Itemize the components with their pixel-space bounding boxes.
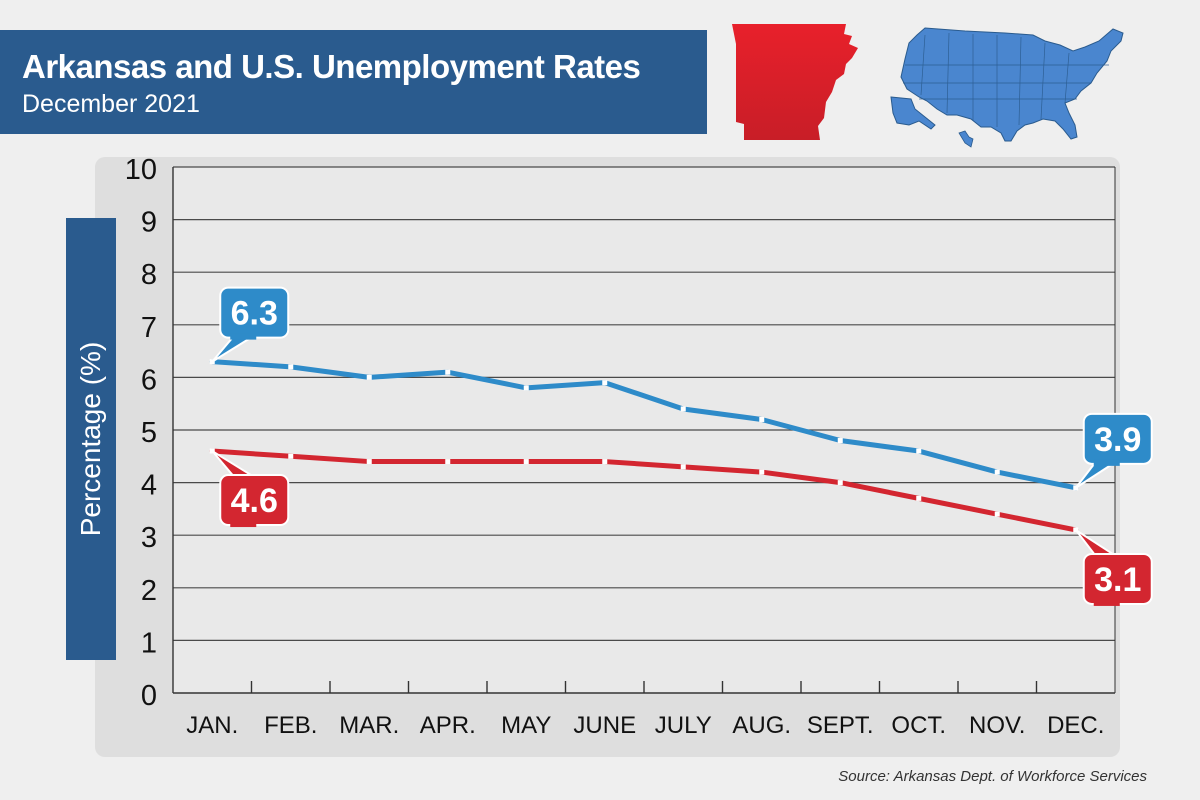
x-tick-label-3: APR. (420, 712, 476, 739)
data-point-us-9 (916, 448, 922, 454)
data-point-arkansas-6 (680, 464, 686, 470)
callout-joint-us (1093, 459, 1120, 466)
source-note: Source: Arkansas Dept. of Workforce Serv… (838, 768, 1147, 785)
y-tick-label-4: 4 (141, 470, 157, 502)
x-tick-label-7: AUG. (732, 712, 791, 739)
callout-joint-arkansas (1093, 599, 1120, 606)
x-tick-label-5: JUNE (573, 712, 636, 739)
y-tick-label-1: 1 (141, 627, 157, 659)
y-tick-label-10: 10 (125, 154, 157, 186)
x-tick-label-4: MAY (501, 712, 551, 739)
chart-subtitle: December 2021 (22, 90, 200, 118)
y-tick-label-0: 0 (141, 680, 157, 712)
y-tick-label-9: 9 (141, 207, 157, 239)
data-point-arkansas-7 (759, 469, 765, 475)
x-tick-label-2: MAR. (339, 712, 399, 739)
data-label-arkansas-11: 3.1 (1094, 561, 1141, 599)
data-label-us-11: 3.9 (1094, 421, 1141, 459)
arkansas-map-icon (732, 24, 858, 140)
data-point-arkansas-5 (602, 459, 608, 465)
y-tick-label-6: 6 (141, 364, 157, 396)
data-point-arkansas-10 (994, 511, 1000, 517)
data-point-arkansas-2 (366, 459, 372, 465)
title-banner (0, 30, 707, 134)
data-point-us-7 (759, 416, 765, 422)
callout-joint-us (230, 333, 257, 340)
data-point-us-8 (837, 438, 843, 444)
series-line-arkansas (209, 448, 1079, 533)
y-tick-label-5: 5 (141, 417, 157, 449)
y-tick-label-3: 3 (141, 522, 157, 554)
y-tick-label-2: 2 (141, 575, 157, 607)
data-point-arkansas-9 (916, 495, 922, 501)
x-tick-label-11: DEC. (1047, 712, 1104, 739)
data-point-us-3 (445, 369, 451, 375)
x-tick-label-9: OCT. (891, 712, 946, 739)
data-point-us-10 (994, 469, 1000, 475)
chart-title: Arkansas and U.S. Unemployment Rates (22, 48, 641, 85)
x-tick-label-1: FEB. (264, 712, 317, 739)
data-label-arkansas-0: 4.6 (231, 482, 278, 520)
data-label-us-0: 6.3 (231, 295, 278, 333)
callout-joint-arkansas (230, 521, 257, 528)
data-point-arkansas-8 (837, 480, 843, 486)
y-axis-label-box (66, 218, 116, 660)
x-tick-label-0: JAN. (186, 712, 238, 739)
x-tick-label-8: SEPT. (807, 712, 874, 739)
data-point-arkansas-4 (523, 459, 529, 465)
x-tick-label-6: JULY (655, 712, 712, 739)
data-point-us-2 (366, 374, 372, 380)
data-point-arkansas-3 (445, 459, 451, 465)
data-point-us-4 (523, 385, 529, 391)
data-point-arkansas-1 (288, 453, 294, 459)
y-tick-label-8: 8 (141, 259, 157, 291)
data-point-us-1 (288, 364, 294, 370)
data-point-us-6 (680, 406, 686, 412)
y-tick-label-7: 7 (141, 312, 157, 344)
data-point-us-5 (602, 380, 608, 386)
series-line-us (209, 359, 1079, 491)
x-tick-label-10: NOV. (969, 712, 1025, 739)
usa-map-icon (890, 27, 1124, 148)
